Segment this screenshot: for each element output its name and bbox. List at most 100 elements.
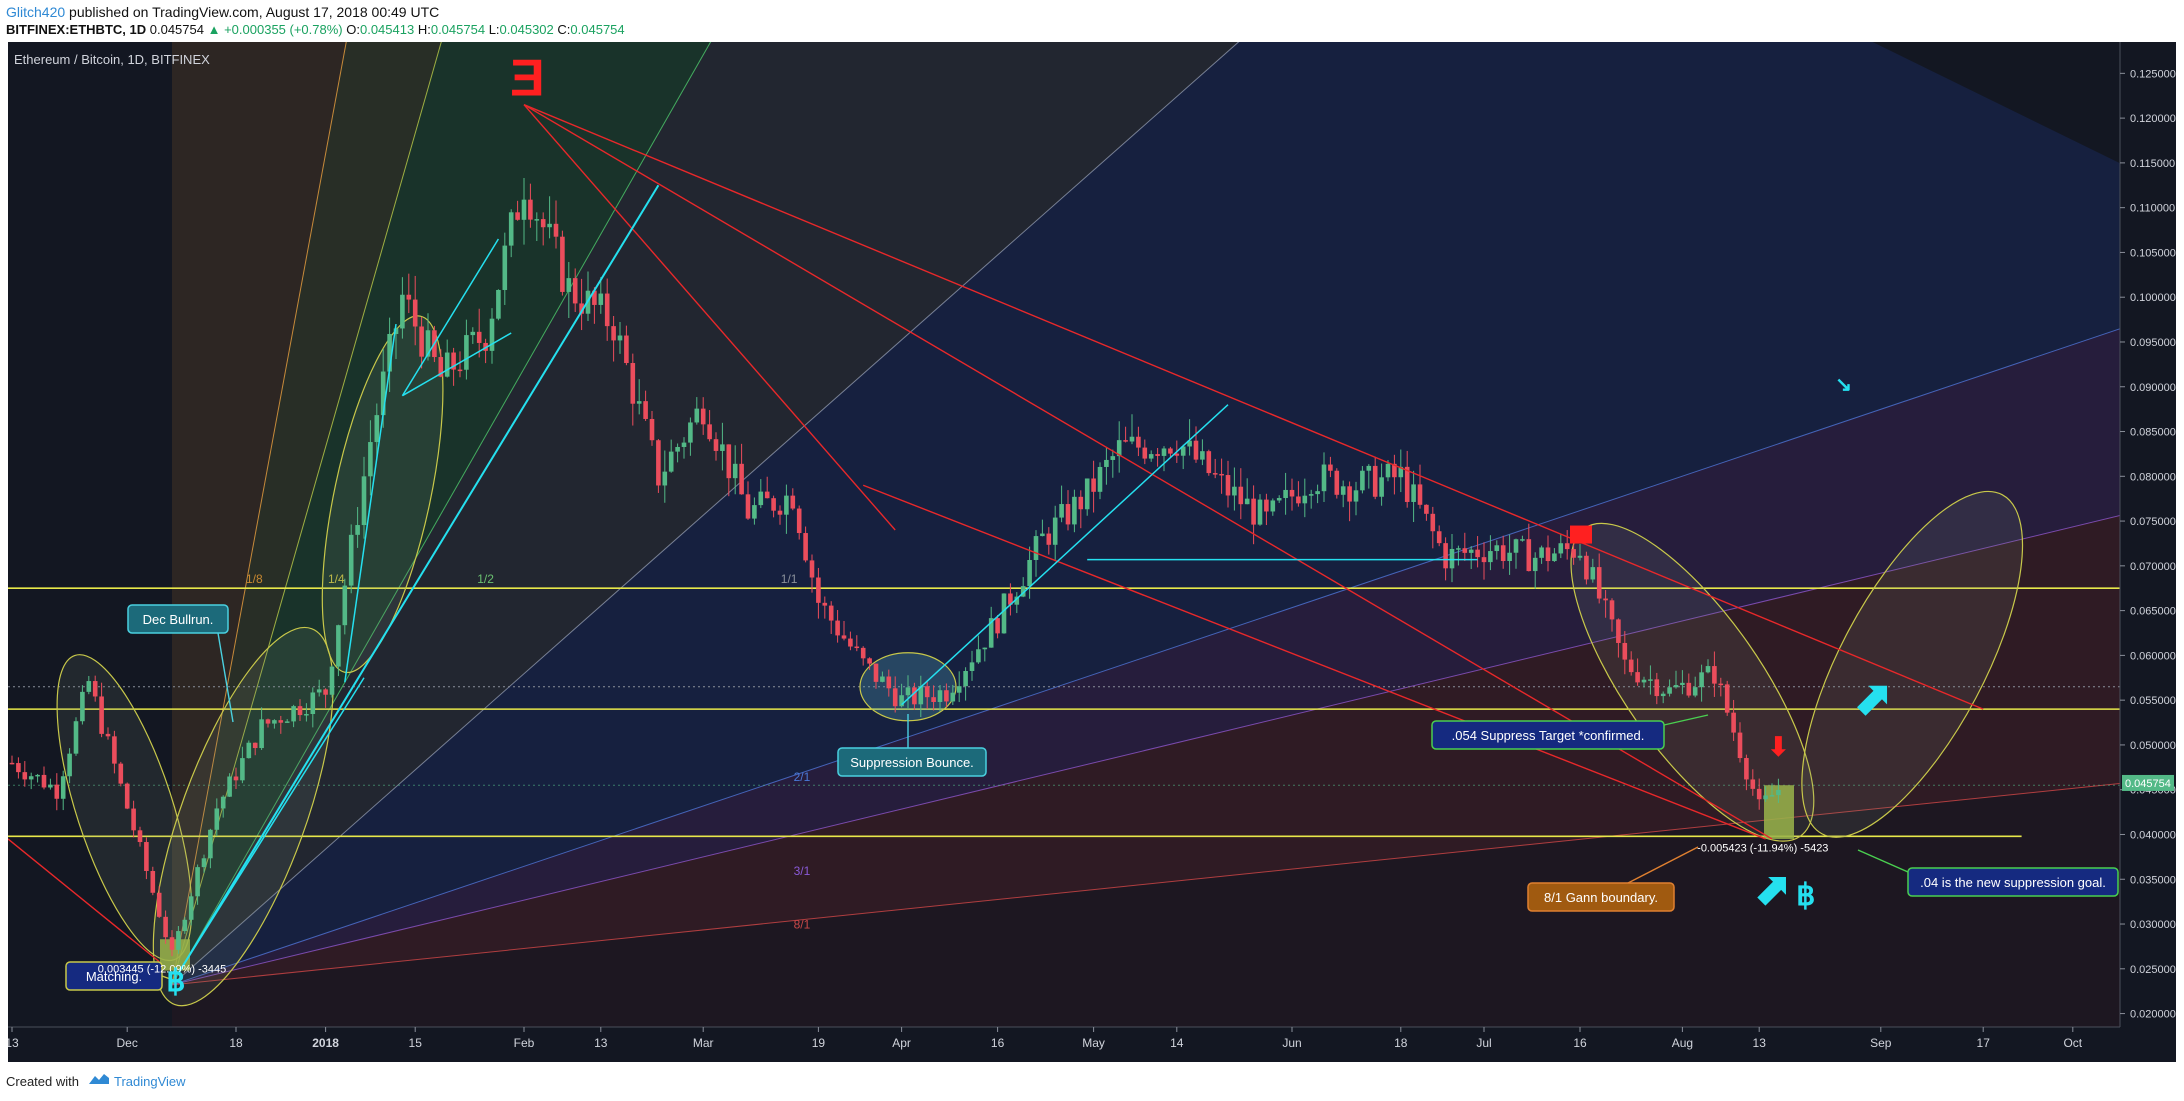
candle-body bbox=[265, 719, 271, 724]
candle-body bbox=[1168, 448, 1173, 454]
candle-body bbox=[1097, 466, 1103, 492]
candle-body bbox=[99, 696, 104, 734]
candle-body bbox=[694, 408, 700, 423]
publish-header: Glitch420 published on TradingView.com, … bbox=[0, 0, 2184, 42]
candle-body bbox=[969, 662, 975, 671]
candle-body bbox=[60, 776, 66, 799]
candle-body bbox=[150, 871, 156, 893]
price-tick-label: 0.040000 bbox=[2130, 829, 2176, 841]
candle-body bbox=[905, 687, 911, 696]
candle-body bbox=[1347, 486, 1352, 502]
tradingview-logo-icon bbox=[89, 1074, 109, 1084]
candle-body bbox=[1385, 463, 1391, 478]
candle-body bbox=[1577, 555, 1583, 558]
candle-body bbox=[1737, 732, 1743, 759]
price-tick-label: 0.065000 bbox=[2130, 606, 2176, 618]
price-tick-label: 0.100000 bbox=[2130, 292, 2176, 304]
candle-body bbox=[1123, 440, 1128, 442]
candle-body bbox=[1520, 539, 1525, 541]
high-label: H: bbox=[417, 22, 431, 37]
price-axis[interactable]: 0.125000 0.120000 0.115000 0.110000 0.105000… bbox=[2119, 42, 2176, 1062]
candle-body bbox=[1750, 779, 1756, 789]
candle-body bbox=[387, 333, 392, 372]
candle-body bbox=[1244, 498, 1250, 505]
chart-title: Ethereum / Bitcoin, 1D, BITFINEX bbox=[14, 52, 210, 67]
candle-body bbox=[342, 585, 348, 626]
candle-body bbox=[451, 352, 456, 370]
candle-body bbox=[1334, 470, 1340, 495]
created-with-text: Created with bbox=[6, 1074, 79, 1089]
price-tick-label: 0.115000 bbox=[2130, 158, 2175, 170]
callout-gann-boundary-text: 8/1 Gann boundary. bbox=[1544, 890, 1658, 905]
candle-body bbox=[1372, 465, 1378, 497]
candle-body bbox=[1417, 484, 1423, 505]
candle-body bbox=[598, 293, 604, 305]
candle-body bbox=[470, 331, 476, 336]
candle-body bbox=[873, 663, 879, 682]
candle-body bbox=[777, 510, 783, 515]
candle-body bbox=[1315, 491, 1320, 495]
candle-body bbox=[1628, 659, 1634, 673]
candle-body bbox=[105, 733, 111, 737]
time-tick-label: 13 bbox=[8, 1036, 19, 1050]
callout-new-goal-pointer bbox=[1857, 849, 1909, 873]
candle-body bbox=[336, 625, 341, 667]
gann-fan-line bbox=[171, 42, 347, 986]
time-tick-label: 19 bbox=[812, 1036, 826, 1050]
candle-body bbox=[540, 219, 546, 228]
chart-panel[interactable]: 1/8 1/4 1/2 1/1 2/1 3/1 8/1 Dec Bullrun. Suppre… bbox=[5, 42, 2176, 1062]
candle-body bbox=[425, 330, 431, 357]
candle-body bbox=[1699, 672, 1704, 688]
candle-body bbox=[259, 719, 264, 749]
chart-svg[interactable]: 1/8 1/4 1/2 1/1 2/1 3/1 8/1 Dec Bullrun. Suppre… bbox=[5, 42, 2176, 1062]
published-text: published on TradingView.com, August 17,… bbox=[69, 4, 440, 20]
time-tick-label: 13 bbox=[594, 1036, 608, 1050]
candle-body bbox=[1616, 619, 1621, 643]
candle-body bbox=[572, 278, 578, 304]
candle-body bbox=[1500, 545, 1506, 562]
tradingview-link[interactable]: TradingView bbox=[114, 1074, 186, 1089]
candle-body bbox=[252, 742, 258, 749]
price-tick-label: 0.020000 bbox=[2130, 1009, 2176, 1021]
gann-fan-line bbox=[171, 515, 2120, 986]
candle-body bbox=[1603, 598, 1608, 601]
candle-body bbox=[956, 686, 962, 693]
time-tick-label: 13 bbox=[1753, 1036, 1767, 1050]
candle-body bbox=[438, 357, 444, 377]
price-tick-label: 0.085000 bbox=[2130, 427, 2176, 439]
candle-body bbox=[892, 688, 898, 707]
candle-body bbox=[1744, 758, 1749, 780]
candle-body bbox=[1200, 451, 1205, 460]
last-price-tag bbox=[2122, 774, 2174, 791]
candle-body bbox=[668, 451, 674, 472]
gann-fan-line bbox=[171, 42, 712, 986]
candle-body bbox=[758, 491, 764, 506]
candle-body bbox=[1187, 440, 1192, 447]
candle-body bbox=[1571, 549, 1576, 558]
candle-body bbox=[1705, 666, 1711, 673]
time-axis[interactable]: 13 Dec 18 2018 15 Feb 13 Mar 19 Apr 16 May 14 Jun 18 Ju… bbox=[5, 1026, 2176, 1062]
candle-body bbox=[297, 706, 303, 716]
candle-body bbox=[233, 776, 239, 781]
candle-body bbox=[1769, 795, 1775, 797]
candle-body bbox=[918, 686, 924, 705]
candle-body bbox=[1494, 545, 1500, 552]
candle-body bbox=[1129, 436, 1135, 442]
bitcoin-icon: ฿ bbox=[1796, 879, 1815, 912]
author-link[interactable]: Glitch420 bbox=[6, 4, 66, 20]
candle-body bbox=[1513, 539, 1519, 553]
callout-matching-box bbox=[65, 961, 163, 991]
candle-body bbox=[508, 212, 514, 246]
gann-fan-label: 3/1 bbox=[794, 864, 811, 878]
candle-body bbox=[412, 299, 418, 327]
candle-body bbox=[1763, 795, 1768, 800]
candle-body bbox=[713, 439, 719, 451]
gann-fan-label: 1/2 bbox=[477, 572, 494, 586]
candle-body bbox=[592, 290, 597, 305]
horizontal-levels bbox=[8, 587, 2120, 838]
price-tick-label: 0.095000 bbox=[2130, 337, 2176, 349]
candle-body bbox=[182, 919, 188, 932]
gann-fan-line bbox=[171, 42, 442, 986]
candle-body bbox=[137, 830, 143, 843]
candle-body bbox=[1660, 693, 1666, 697]
